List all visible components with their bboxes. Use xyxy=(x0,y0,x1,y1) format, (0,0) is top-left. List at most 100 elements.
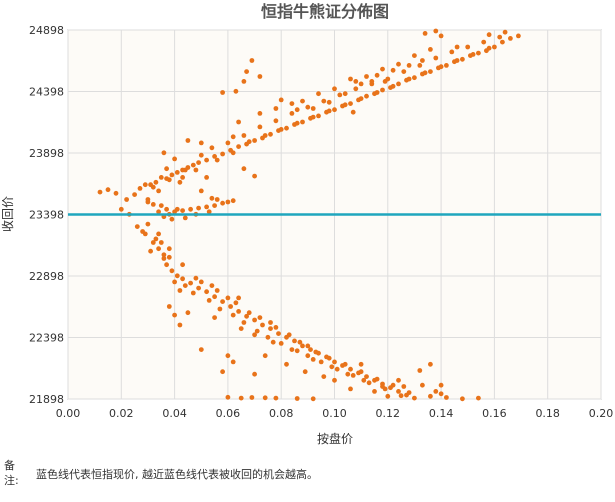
y-tick-label: 24898 xyxy=(29,24,64,37)
data-point xyxy=(193,167,199,173)
data-point xyxy=(180,208,186,214)
data-point xyxy=(166,304,172,309)
y-tick-label: 22398 xyxy=(29,332,64,345)
data-point xyxy=(348,366,353,372)
data-point xyxy=(257,124,263,130)
data-point xyxy=(140,229,146,234)
data-point xyxy=(342,102,348,108)
data-point xyxy=(196,205,202,211)
data-point xyxy=(406,76,412,82)
data-point xyxy=(233,300,239,306)
data-point xyxy=(412,53,417,58)
data-point xyxy=(190,162,196,168)
data-point xyxy=(310,396,316,402)
data-point xyxy=(225,394,231,400)
data-point xyxy=(300,343,305,349)
y-axis-ticks: 21898 22398 22898 23398 23898 24398 24898 xyxy=(29,24,64,406)
data-point xyxy=(289,101,295,106)
data-point xyxy=(249,395,255,400)
x-tick-label: 0.06 xyxy=(216,407,241,420)
data-point xyxy=(348,76,353,82)
data-point xyxy=(225,140,231,146)
data-point xyxy=(150,184,156,190)
data-point xyxy=(396,81,401,87)
data-point xyxy=(273,395,279,401)
data-point xyxy=(260,322,265,328)
data-point xyxy=(476,50,481,56)
data-point xyxy=(172,156,178,162)
data-point xyxy=(161,256,167,261)
data-point xyxy=(97,189,103,195)
data-point xyxy=(257,111,263,116)
data-point xyxy=(332,107,337,113)
data-point xyxy=(460,56,465,62)
data-point xyxy=(374,90,380,95)
data-point xyxy=(214,288,220,293)
data-point xyxy=(460,396,465,402)
data-point xyxy=(353,86,359,92)
data-point xyxy=(241,166,247,172)
data-point xyxy=(225,295,231,301)
data-point xyxy=(244,69,250,74)
data-point xyxy=(164,166,170,172)
data-point xyxy=(302,369,308,375)
data-point xyxy=(380,384,385,389)
data-point xyxy=(220,299,226,304)
data-point xyxy=(332,86,337,92)
data-point xyxy=(318,359,324,365)
data-point xyxy=(337,92,343,98)
data-point xyxy=(417,368,423,373)
data-point xyxy=(353,79,359,84)
data-point xyxy=(244,313,250,319)
data-point xyxy=(164,206,170,212)
data-point xyxy=(289,111,295,116)
data-point xyxy=(174,170,180,175)
data-point xyxy=(252,317,257,323)
data-point xyxy=(313,349,319,355)
data-point xyxy=(172,279,178,285)
data-point xyxy=(252,138,257,143)
data-point xyxy=(228,304,234,309)
data-point xyxy=(158,203,164,209)
data-point xyxy=(198,140,204,146)
data-point xyxy=(209,145,215,151)
x-tick-label: 0.04 xyxy=(162,407,187,420)
data-point xyxy=(428,361,433,367)
data-point xyxy=(300,119,305,125)
x-tick-label: 0.20 xyxy=(589,407,614,420)
data-point xyxy=(390,382,396,388)
data-point xyxy=(252,371,257,377)
data-point xyxy=(249,58,255,63)
data-point xyxy=(364,374,369,379)
data-point xyxy=(206,298,212,303)
data-point xyxy=(385,393,391,399)
data-point xyxy=(372,389,377,394)
data-point xyxy=(148,248,154,254)
data-point xyxy=(169,216,175,222)
data-point xyxy=(212,154,218,159)
data-point xyxy=(230,150,236,156)
data-point xyxy=(345,371,351,377)
data-point xyxy=(310,357,316,362)
data-point xyxy=(438,64,444,70)
data-point xyxy=(185,138,191,143)
data-point xyxy=(206,209,212,215)
data-point xyxy=(444,63,449,68)
data-point xyxy=(220,151,226,157)
x-tick-label: 0.08 xyxy=(269,407,294,420)
data-point xyxy=(273,325,279,330)
data-point xyxy=(145,199,151,205)
data-point xyxy=(326,108,332,114)
data-point xyxy=(486,45,492,51)
x-tick-label: 0.00 xyxy=(56,407,81,420)
data-point xyxy=(132,192,138,198)
data-point xyxy=(428,69,433,74)
data-point xyxy=(497,34,503,40)
data-point xyxy=(142,182,148,188)
data-point xyxy=(486,32,492,38)
data-point xyxy=(166,177,172,183)
data-point xyxy=(156,188,162,194)
data-point xyxy=(334,366,340,372)
data-point xyxy=(150,202,156,207)
data-point xyxy=(188,206,194,212)
